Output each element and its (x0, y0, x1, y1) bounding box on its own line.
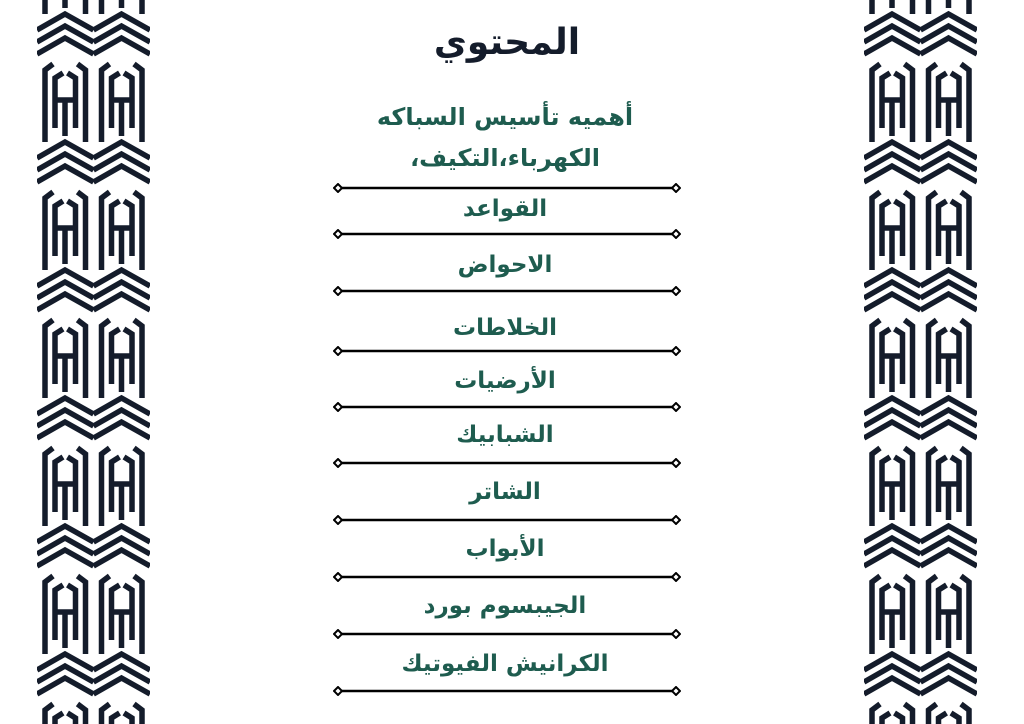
divider-rule (333, 286, 681, 296)
diamond-end-icon (670, 183, 681, 193)
right-decorative-pattern (864, 0, 977, 724)
toc-item-9: الجيبسوم بورد (423, 593, 587, 619)
divider-rule (333, 515, 681, 525)
diamond-end-icon (670, 629, 681, 639)
diamond-end-icon (670, 458, 681, 468)
diamond-end-icon (333, 183, 344, 193)
divider-rule (333, 402, 681, 412)
diamond-end-icon (333, 515, 344, 525)
diamond-end-icon (333, 572, 344, 582)
toc-item-4: الخلاطات (453, 315, 557, 341)
divider-rule (333, 183, 681, 193)
toc-item-2: القواعد (462, 196, 548, 222)
divider-rule (333, 629, 681, 639)
diamond-end-icon (670, 346, 681, 356)
diamond-end-icon (333, 629, 344, 639)
toc-item-6: الشبابيك (456, 422, 554, 448)
diamond-end-icon (670, 515, 681, 525)
divider-rule (333, 458, 681, 468)
toc-item-5: الأرضيات (454, 368, 556, 394)
diamond-end-icon (670, 229, 681, 239)
diamond-end-icon (670, 572, 681, 582)
divider-rule (333, 346, 681, 356)
diamond-end-icon (333, 402, 344, 412)
toc-item-10: الكرانيش الفيوتيك (401, 651, 609, 677)
divider-rule (333, 229, 681, 239)
diamond-end-icon (333, 286, 344, 296)
divider-rule (333, 572, 681, 582)
toc-item-7: الشاتر (469, 479, 541, 505)
diamond-end-icon (333, 686, 344, 696)
toc-item-8: الأبواب (465, 536, 545, 562)
left-decorative-pattern (37, 0, 150, 724)
diamond-end-icon (670, 402, 681, 412)
diamond-end-icon (333, 458, 344, 468)
diamond-end-icon (333, 229, 344, 239)
divider-rule (333, 686, 681, 696)
toc-item-1: أهميه تأسيس السباكه الكهرباء،التكيف، (376, 103, 634, 172)
toc-item-3: الاحواض (457, 252, 553, 278)
diamond-end-icon (333, 346, 344, 356)
page-title: المحتوي (433, 22, 581, 63)
diamond-end-icon (670, 286, 681, 296)
diamond-end-icon (670, 686, 681, 696)
